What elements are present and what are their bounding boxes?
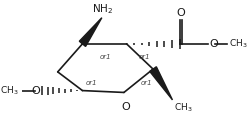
Text: or1: or1 [138,54,150,60]
Text: or1: or1 [86,80,97,86]
Text: O: O [176,8,185,18]
Text: CH$_3$: CH$_3$ [174,102,193,114]
Text: or1: or1 [140,80,152,86]
Text: CH$_3$: CH$_3$ [0,84,19,97]
Text: NH$_2$: NH$_2$ [92,2,113,16]
Polygon shape [150,67,172,100]
Polygon shape [79,18,102,47]
Text: O: O [210,39,218,49]
Text: O: O [121,102,130,112]
Text: CH$_3$: CH$_3$ [229,38,248,50]
Text: O: O [31,86,40,96]
Text: or1: or1 [100,54,111,60]
